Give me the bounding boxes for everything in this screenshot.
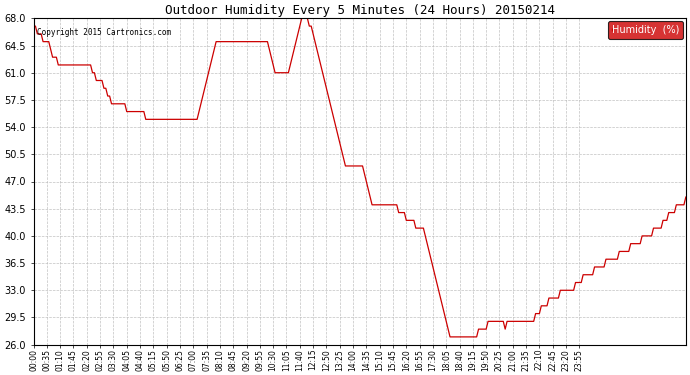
Legend: Humidity  (%): Humidity (%) xyxy=(608,21,683,39)
Text: Copyright 2015 Cartronics.com: Copyright 2015 Cartronics.com xyxy=(37,28,171,37)
Title: Outdoor Humidity Every 5 Minutes (24 Hours) 20150214: Outdoor Humidity Every 5 Minutes (24 Hou… xyxy=(165,4,555,17)
